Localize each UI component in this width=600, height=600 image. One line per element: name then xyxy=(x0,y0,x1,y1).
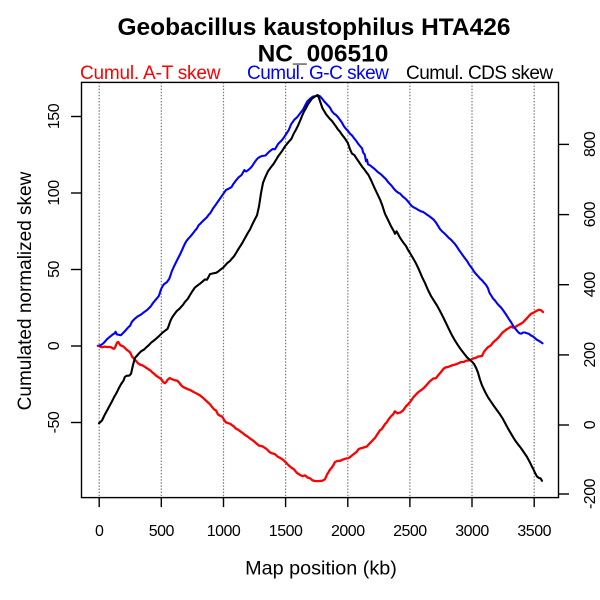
svg-text:Geobacillus kaustophilus HTA42: Geobacillus kaustophilus HTA426 xyxy=(117,14,510,41)
svg-text:2500: 2500 xyxy=(393,523,427,540)
svg-text:Cumul. G-C skew: Cumul. G-C skew xyxy=(247,63,389,84)
svg-text:NC_006510: NC_006510 xyxy=(258,41,389,68)
svg-text:Cumulated normalized skew: Cumulated normalized skew xyxy=(15,171,36,410)
svg-text:-200: -200 xyxy=(582,478,599,509)
svg-text:Cumul. CDS skew: Cumul. CDS skew xyxy=(406,63,553,84)
svg-text:100: 100 xyxy=(46,180,63,206)
svg-text:400: 400 xyxy=(582,272,599,298)
svg-text:1500: 1500 xyxy=(269,523,303,540)
svg-text:0: 0 xyxy=(582,420,599,429)
svg-text:1000: 1000 xyxy=(207,523,241,540)
svg-text:0: 0 xyxy=(95,523,104,540)
svg-text:0: 0 xyxy=(46,341,63,350)
svg-text:2000: 2000 xyxy=(331,523,365,540)
svg-text:50: 50 xyxy=(46,261,63,278)
svg-text:800: 800 xyxy=(582,131,599,157)
svg-text:600: 600 xyxy=(582,201,599,227)
svg-text:150: 150 xyxy=(46,103,63,129)
svg-text:3500: 3500 xyxy=(517,523,551,540)
svg-text:200: 200 xyxy=(582,342,599,368)
svg-text:3000: 3000 xyxy=(455,523,489,540)
svg-text:Map position (kb): Map position (kb) xyxy=(245,558,397,580)
svg-text:500: 500 xyxy=(149,523,175,540)
svg-text:-50: -50 xyxy=(46,411,63,433)
svg-text:Cumul. A-T skew: Cumul. A-T skew xyxy=(80,63,221,84)
